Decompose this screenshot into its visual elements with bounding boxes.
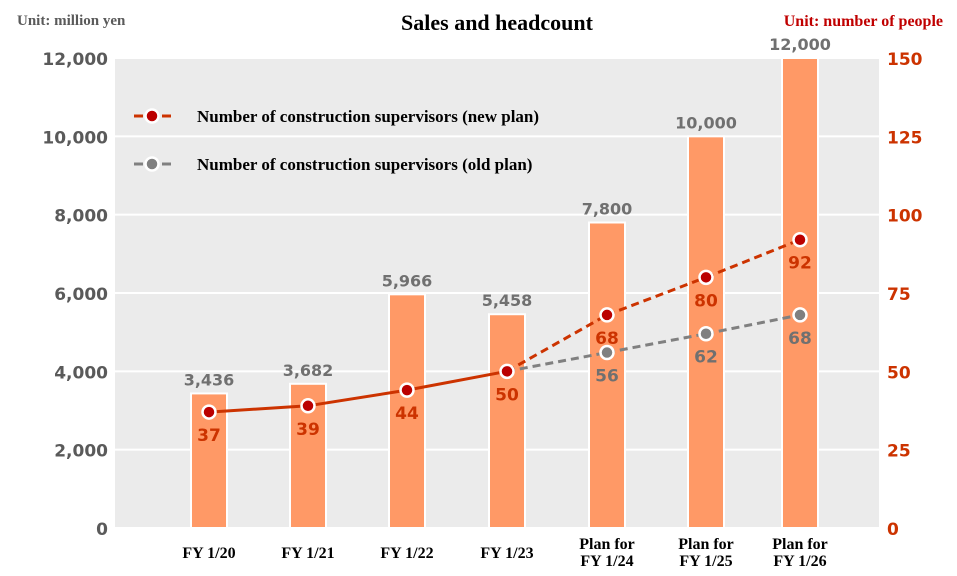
series-marker [698,325,714,342]
bar-value-label: 5,458 [482,291,533,310]
right-tick-label: 25 [887,442,911,462]
category-label: Plan for FY 1/25 [678,536,734,570]
bar [588,221,626,529]
axes: 0 2,000 4,000 6,000 8,000 10,000 12,000 0 25 50 75… [42,50,922,570]
series-value-label: 37 [197,426,221,446]
series-value-label: 68 [595,329,619,349]
series-value-label: 56 [595,367,619,387]
series-marker [792,307,808,323]
right-tick-label: 50 [887,363,911,383]
series-line-segment [705,313,801,336]
series-line-segment [208,404,309,414]
right-tick-label: 125 [887,128,923,148]
bar-value-label: 5,966 [382,271,433,290]
series-value-label: 62 [694,348,718,368]
bar-value-label: 12,000 [769,35,831,54]
left-tick-label: 8,000 [54,207,108,227]
series-marker [599,307,615,323]
legend-label: Number of construction supervisors (new … [197,107,539,126]
series-line-segment [506,313,608,373]
series-marker [698,269,714,286]
left-tick-label: 6,000 [54,285,108,305]
left-tick-label: 10,000 [42,128,108,148]
legend-marker [144,108,160,124]
series-value-label: 50 [495,385,519,405]
series-line-segment [506,351,608,373]
legend-marker [144,156,160,172]
category-label: FY 1/23 [480,545,533,562]
series-lines [208,238,801,414]
legend: Number of construction supervisors (new … [134,107,539,174]
right-tick-label: 150 [887,50,923,70]
bar [488,313,526,529]
left-tick-label: 4,000 [54,363,108,383]
chart-title: Sales and headcount [401,10,594,35]
bar-value-label: 10,000 [675,113,737,132]
series-marker [599,344,615,361]
series-markers [201,231,808,420]
category-label: FY 1/20 [182,545,235,562]
right-axis-unit: Unit: number of people [784,13,943,30]
series-value-label: 44 [395,404,419,424]
left-tick-label: 2,000 [54,442,108,462]
left-axis-unit: Unit: million yen [17,13,126,29]
bar-value-label: 3,436 [184,370,235,389]
bar [781,57,819,529]
category-label: Plan for FY 1/26 [772,536,828,570]
series-line-segment [606,332,707,355]
series-marker [792,231,808,248]
series-marker [499,363,515,380]
series-value-label: 68 [788,329,812,349]
left-tick-label: 12,000 [42,50,108,70]
series-marker [201,404,217,420]
category-label: FY 1/21 [281,545,334,562]
bar-value-label: 3,682 [283,361,334,380]
series-line-segment [606,275,707,317]
series-line-segment [406,369,508,392]
series-line-segment [307,388,408,408]
data-labels: 3,436 3,682 5,966 5,458 7,800 10,000 12,000 37 3… [184,35,831,446]
series-value-label: 39 [296,420,320,440]
series-marker [399,382,415,398]
bar-value-label: 7,800 [582,200,633,219]
series-line-segment [705,238,801,279]
right-tick-label: 0 [887,520,899,540]
left-tick-label: 0 [96,520,108,540]
legend-label: Number of construction supervisors (old … [197,155,532,174]
right-tick-label: 100 [887,207,923,227]
right-tick-label: 75 [887,285,911,305]
series-marker [300,398,316,414]
series-value-label: 92 [788,254,812,274]
category-label: Plan for FY 1/24 [579,536,635,570]
category-label: FY 1/22 [380,545,433,562]
series-value-label: 80 [694,291,718,311]
bar [388,293,426,529]
